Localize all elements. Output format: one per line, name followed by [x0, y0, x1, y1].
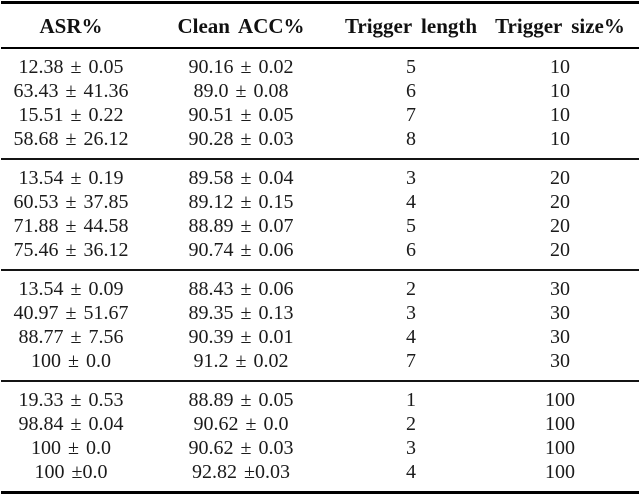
cell-clean-acc: 90.28 ± 0.03 — [188, 128, 294, 150]
cell-trigger-size: 30 — [550, 326, 570, 348]
cell-asr: 100 ± 0.0 — [31, 350, 111, 372]
cell-trigger-length: 2 — [406, 413, 416, 435]
cell-asr: 12.38 ± 0.05 — [18, 56, 124, 78]
column-header-asr: ASR% — [1, 2, 141, 49]
cell-asr: 40.97 ± 51.67 — [13, 302, 129, 324]
table-row: 71.88 ± 44.58 88.89 ± 0.07 5 20 — [1, 214, 639, 238]
cell-trigger-length: 2 — [406, 278, 416, 300]
cell-clean-acc: 90.62 ± 0.03 — [188, 437, 294, 459]
cell-trigger-size: 30 — [550, 302, 570, 324]
cell-asr: 60.53 ± 37.85 — [13, 191, 129, 213]
cell-clean-acc: 90.62 ± 0.0 — [193, 413, 289, 435]
cell-trigger-length: 3 — [406, 437, 416, 459]
table-row: 60.53 ± 37.85 89.12 ± 0.15 4 20 — [1, 190, 639, 214]
cell-clean-acc: 90.39 ± 0.01 — [188, 326, 294, 348]
cell-trigger-size: 10 — [550, 80, 570, 102]
cell-trigger-size: 20 — [550, 215, 570, 237]
cell-trigger-length: 7 — [406, 104, 416, 126]
cell-asr: 98.84 ± 0.04 — [18, 413, 124, 435]
cell-trigger-length: 5 — [406, 215, 416, 237]
cell-asr: 88.77 ± 7.56 — [18, 326, 124, 348]
cell-trigger-length: 6 — [406, 239, 416, 261]
header-row: ASR% Clean ACC% Trigger length Trigger s… — [1, 2, 639, 49]
cell-trigger-size: 30 — [550, 350, 570, 372]
column-header-trigger-size: Trigger size% — [481, 2, 639, 49]
cell-clean-acc: 89.0 ± 0.08 — [193, 80, 289, 102]
cell-asr: 71.88 ± 44.58 — [13, 215, 129, 237]
cell-clean-acc: 92.82 ±0.03 — [192, 461, 290, 483]
cell-trigger-size: 20 — [550, 167, 570, 189]
cell-trigger-length: 8 — [406, 128, 416, 150]
cell-trigger-size: 100 — [545, 413, 575, 435]
cell-trigger-length: 5 — [406, 56, 416, 78]
row-group-trigger-size-100: 19.33 ± 0.53 88.89 ± 0.05 1 100 98.84 ± 0.04… — [1, 381, 639, 493]
cell-trigger-size: 100 — [545, 461, 575, 483]
cell-asr: 63.43 ± 41.36 — [13, 80, 129, 102]
cell-clean-acc: 89.12 ± 0.15 — [188, 191, 294, 213]
cell-trigger-size: 10 — [550, 104, 570, 126]
cell-clean-acc: 90.74 ± 0.06 — [188, 239, 294, 261]
cell-clean-acc: 91.2 ± 0.02 — [193, 350, 289, 372]
row-group-trigger-size-30: 13.54 ± 0.09 88.43 ± 0.06 2 30 40.97 ± 51.67… — [1, 270, 639, 381]
cell-clean-acc: 88.89 ± 0.07 — [188, 215, 294, 237]
table-row: 63.43 ± 41.36 89.0 ± 0.08 6 10 — [1, 79, 639, 103]
cell-trigger-size: 20 — [550, 191, 570, 213]
cell-trigger-size: 100 — [545, 437, 575, 459]
cell-trigger-size: 10 — [550, 56, 570, 78]
table-row: 58.68 ± 26.12 90.28 ± 0.03 8 10 — [1, 127, 639, 159]
cell-trigger-size: 100 — [545, 389, 575, 411]
table-row: 13.54 ± 0.19 89.58 ± 0.04 3 20 — [1, 159, 639, 190]
cell-trigger-length: 4 — [406, 191, 416, 213]
table-row: 12.38 ± 0.05 90.16 ± 0.02 5 10 — [1, 48, 639, 79]
cell-clean-acc: 88.43 ± 0.06 — [188, 278, 294, 300]
table-row: 100 ± 0.0 90.62 ± 0.03 3 100 — [1, 436, 639, 460]
cell-asr: 58.68 ± 26.12 — [13, 128, 129, 150]
cell-trigger-length: 3 — [406, 167, 416, 189]
cell-asr: 75.46 ± 36.12 — [13, 239, 129, 261]
cell-trigger-length: 3 — [406, 302, 416, 324]
column-header-trigger-length: Trigger length — [341, 2, 481, 49]
cell-clean-acc: 88.89 ± 0.05 — [188, 389, 294, 411]
cell-asr: 100 ±0.0 — [34, 461, 108, 483]
table-row: 100 ± 0.0 91.2 ± 0.02 7 30 — [1, 349, 639, 381]
cell-clean-acc: 89.35 ± 0.13 — [188, 302, 294, 324]
cell-asr: 13.54 ± 0.19 — [18, 167, 124, 189]
row-group-trigger-size-10: 12.38 ± 0.05 90.16 ± 0.02 5 10 63.43 ± 41.36… — [1, 48, 639, 159]
cell-trigger-length: 6 — [406, 80, 416, 102]
cell-asr: 19.33 ± 0.53 — [18, 389, 124, 411]
column-header-clean-acc: Clean ACC% — [141, 2, 341, 49]
table-row: 15.51 ± 0.22 90.51 ± 0.05 7 10 — [1, 103, 639, 127]
cell-asr: 100 ± 0.0 — [31, 437, 111, 459]
table-row: 88.77 ± 7.56 90.39 ± 0.01 4 30 — [1, 325, 639, 349]
cell-trigger-length: 1 — [406, 389, 416, 411]
table-row: 19.33 ± 0.53 88.89 ± 0.05 1 100 — [1, 381, 639, 412]
cell-clean-acc: 90.51 ± 0.05 — [188, 104, 294, 126]
cell-asr: 15.51 ± 0.22 — [18, 104, 124, 126]
cell-trigger-length: 4 — [406, 326, 416, 348]
row-group-trigger-size-20: 13.54 ± 0.19 89.58 ± 0.04 3 20 60.53 ± 37.85… — [1, 159, 639, 270]
table-row: 13.54 ± 0.09 88.43 ± 0.06 2 30 — [1, 270, 639, 301]
cell-trigger-size: 20 — [550, 239, 570, 261]
cell-trigger-length: 4 — [406, 461, 416, 483]
cell-asr: 13.54 ± 0.09 — [18, 278, 124, 300]
table-header: ASR% Clean ACC% Trigger length Trigger s… — [1, 2, 639, 49]
table-row: 98.84 ± 0.04 90.62 ± 0.0 2 100 — [1, 412, 639, 436]
table-row: 75.46 ± 36.12 90.74 ± 0.06 6 20 — [1, 238, 639, 270]
table-row: 100 ±0.0 92.82 ±0.03 4 100 — [1, 460, 639, 493]
cell-trigger-size: 10 — [550, 128, 570, 150]
cell-clean-acc: 89.58 ± 0.04 — [188, 167, 294, 189]
cell-clean-acc: 90.16 ± 0.02 — [188, 56, 294, 78]
table-row: 40.97 ± 51.67 89.35 ± 0.13 3 30 — [1, 301, 639, 325]
cell-trigger-size: 30 — [550, 278, 570, 300]
cell-trigger-length: 7 — [406, 350, 416, 372]
